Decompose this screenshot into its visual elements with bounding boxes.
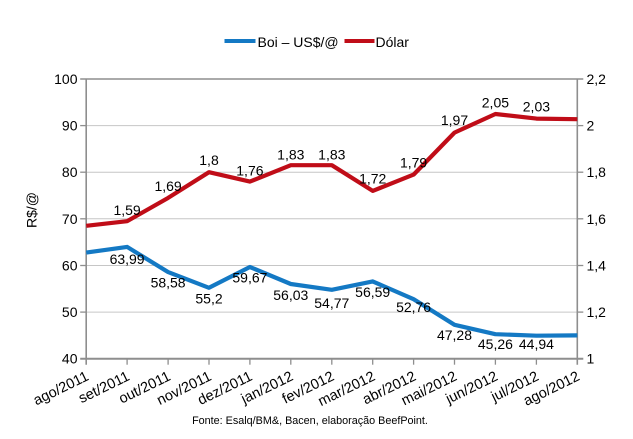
- svg-text:90: 90: [62, 118, 78, 134]
- svg-text:2,03: 2,03: [523, 98, 550, 114]
- svg-text:56,03: 56,03: [273, 287, 308, 303]
- svg-text:59,67: 59,67: [232, 270, 267, 286]
- svg-text:2: 2: [587, 118, 595, 134]
- svg-text:1: 1: [587, 351, 595, 367]
- svg-text:1,6: 1,6: [587, 211, 607, 227]
- svg-text:1,69: 1,69: [154, 178, 181, 194]
- svg-text:54,77: 54,77: [314, 295, 349, 311]
- svg-text:63,99: 63,99: [110, 251, 145, 267]
- svg-text:1,76: 1,76: [236, 163, 263, 179]
- svg-text:45,26: 45,26: [478, 336, 513, 352]
- svg-text:Dólar: Dólar: [376, 34, 410, 50]
- svg-text:80: 80: [62, 164, 78, 180]
- svg-text:1,8: 1,8: [587, 164, 607, 180]
- svg-text:52,76: 52,76: [396, 299, 431, 315]
- svg-text:1,59: 1,59: [113, 202, 140, 218]
- svg-text:1,4: 1,4: [587, 258, 607, 274]
- svg-text:1,8: 1,8: [199, 152, 219, 168]
- svg-text:1,72: 1,72: [359, 171, 386, 187]
- svg-text:55,2: 55,2: [195, 290, 222, 306]
- svg-text:40: 40: [62, 351, 78, 367]
- svg-text:47,28: 47,28: [437, 327, 472, 343]
- svg-text:Boi – US$/@: Boi – US$/@: [258, 34, 339, 50]
- svg-text:1,97: 1,97: [441, 112, 468, 128]
- svg-text:1,83: 1,83: [277, 147, 304, 163]
- svg-text:100: 100: [54, 71, 78, 87]
- svg-text:56,59: 56,59: [355, 284, 390, 300]
- svg-text:2,2: 2,2: [587, 71, 607, 87]
- svg-text:1,79: 1,79: [400, 154, 427, 170]
- svg-text:1,83: 1,83: [318, 147, 345, 163]
- svg-text:50: 50: [62, 304, 78, 320]
- svg-text:70: 70: [62, 211, 78, 227]
- svg-text:2,05: 2,05: [482, 95, 509, 111]
- svg-text:44,94: 44,94: [519, 336, 554, 352]
- svg-text:1,2: 1,2: [587, 304, 607, 320]
- svg-text:60: 60: [62, 258, 78, 274]
- svg-text:58,58: 58,58: [151, 275, 186, 291]
- svg-text:Fonte: Esalq/BM&, Bacen, elabo: Fonte: Esalq/BM&, Bacen, elaboração Beef…: [192, 415, 428, 427]
- svg-text:R$/@: R$/@: [24, 192, 40, 228]
